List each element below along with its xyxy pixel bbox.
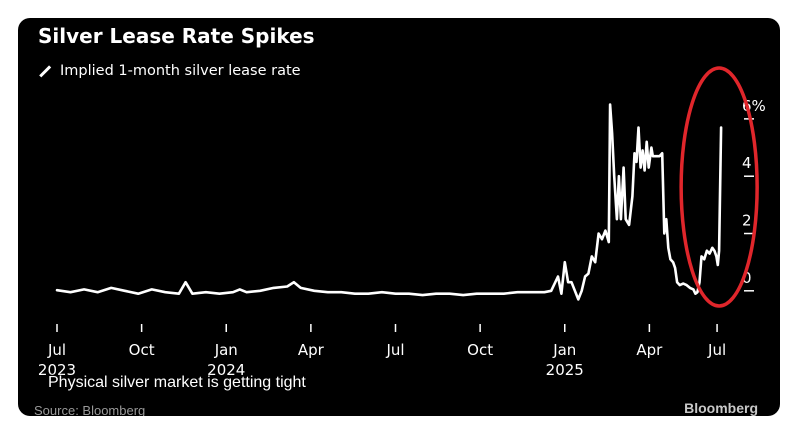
chart-title: Silver Lease Rate Spikes	[38, 24, 315, 48]
legend: Implied 1-month silver lease rate	[38, 63, 301, 79]
x-tick-year: 2024	[207, 361, 245, 379]
x-tick-label: Apr	[636, 341, 663, 359]
x-tick-label: Jul	[47, 341, 66, 359]
x-tick-label: Oct	[129, 341, 155, 359]
caption: Physical silver market is getting tight	[48, 374, 306, 391]
x-tick-year: 2023	[38, 361, 76, 379]
source-note: Source: Bloomberg	[34, 403, 146, 416]
y-tick-label: 4	[742, 154, 752, 172]
series-line	[55, 103, 723, 301]
x-tick-year: 2025	[546, 361, 584, 379]
y-tick-label: 2	[742, 212, 752, 230]
y-tick-label: 0	[742, 269, 752, 287]
x-tick-label: Jul	[707, 341, 726, 359]
x-tick-label: Jan	[552, 341, 576, 359]
x-tick-label: Jan	[214, 341, 238, 359]
chart-card: Silver Lease Rate Spikes Implied 1-month…	[18, 18, 780, 416]
brand-logo: Bloomberg	[684, 400, 758, 416]
x-tick-label: Jul	[385, 341, 404, 359]
x-tick-label: Oct	[467, 341, 493, 359]
annotation-circle	[679, 66, 759, 308]
legend-label: Implied 1-month silver lease rate	[60, 63, 301, 79]
x-tick-label: Apr	[298, 341, 325, 359]
